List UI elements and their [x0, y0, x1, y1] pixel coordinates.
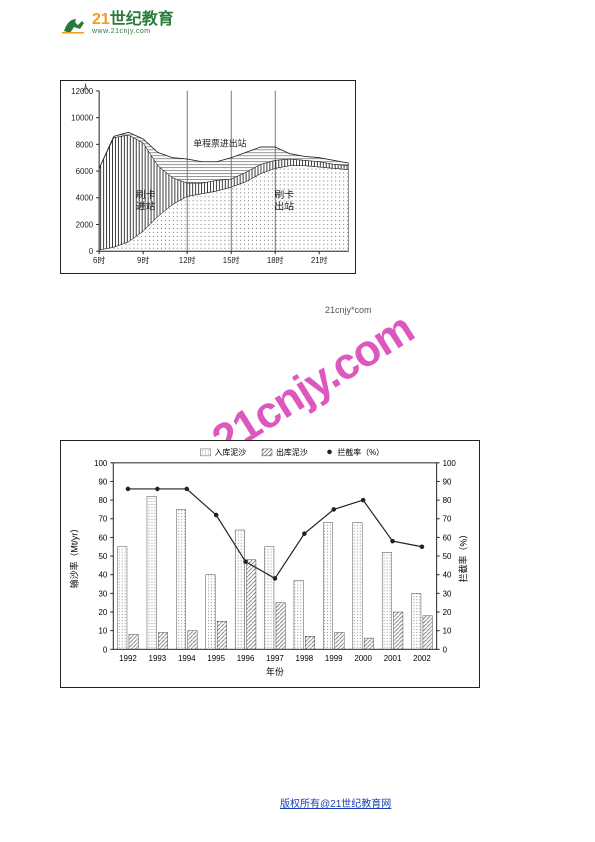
- svg-text:1995: 1995: [207, 654, 225, 663]
- svg-text:2000: 2000: [76, 220, 94, 229]
- svg-text:1992: 1992: [119, 654, 137, 663]
- svg-text:50: 50: [99, 552, 108, 561]
- svg-text:6时: 6时: [93, 255, 105, 265]
- svg-text:9时: 9时: [137, 255, 149, 265]
- svg-text:30: 30: [443, 589, 452, 598]
- svg-text:100: 100: [94, 459, 108, 468]
- svg-text:12时: 12时: [179, 255, 196, 265]
- svg-text:18时: 18时: [267, 255, 284, 265]
- svg-text:20: 20: [99, 608, 108, 617]
- svg-text:拦截率（%）: 拦截率（%）: [457, 530, 468, 582]
- svg-text:70: 70: [443, 515, 452, 524]
- svg-text:6000: 6000: [76, 167, 94, 176]
- svg-text:80: 80: [99, 496, 108, 505]
- svg-text:40: 40: [99, 571, 108, 580]
- chart-sediment: 0 0 10 10 20 20 30 30 40 40 50 50 60 60 70 70 80 80 90 90 10…: [60, 440, 480, 688]
- svg-text:1997: 1997: [266, 654, 284, 663]
- svg-text:1998: 1998: [296, 654, 314, 663]
- svg-text:60: 60: [443, 533, 452, 542]
- svg-text:60: 60: [99, 533, 108, 542]
- svg-text:1993: 1993: [149, 654, 167, 663]
- chart-passenger-flow: 020004000600080001000012000人6时9时12时15时18…: [60, 80, 356, 274]
- svg-text:100: 100: [443, 459, 457, 468]
- runner-icon: [60, 13, 88, 35]
- svg-text:2000: 2000: [354, 654, 372, 663]
- svg-text:年份: 年份: [266, 666, 284, 677]
- svg-text:拦截率（%）: 拦截率（%）: [337, 447, 384, 457]
- watermark-small: 21cnjy*com: [325, 305, 372, 315]
- logo-text: 21世纪教育: [92, 12, 174, 28]
- svg-text:10000: 10000: [71, 114, 94, 123]
- svg-text:1996: 1996: [237, 654, 255, 663]
- svg-text:10: 10: [99, 627, 108, 636]
- svg-text:90: 90: [443, 477, 452, 486]
- svg-text:10: 10: [443, 627, 452, 636]
- svg-text:21时: 21时: [311, 255, 328, 265]
- svg-text:输沙率（Mt/yr）: 输沙率（Mt/yr）: [69, 524, 80, 588]
- svg-text:刷卡: 刷卡: [274, 188, 294, 201]
- svg-text:15时: 15时: [223, 255, 240, 265]
- svg-text:1994: 1994: [178, 654, 196, 663]
- svg-text:人: 人: [81, 83, 90, 93]
- svg-text:2001: 2001: [384, 654, 402, 663]
- svg-text:20: 20: [443, 608, 452, 617]
- svg-text:30: 30: [99, 589, 108, 598]
- svg-text:0: 0: [103, 645, 108, 654]
- svg-text:80: 80: [443, 496, 452, 505]
- svg-text:0: 0: [443, 645, 448, 654]
- site-logo: 21世纪教育 www.21cnjy.com: [60, 12, 174, 35]
- svg-text:进站: 进站: [136, 200, 156, 213]
- svg-text:70: 70: [99, 515, 108, 524]
- svg-text:单程票进出站: 单程票进出站: [193, 137, 246, 148]
- chart2-svg: 0 0 10 10 20 20 30 30 40 40 50 50 60 60 70 70 80 80 90 90 10…: [61, 441, 479, 687]
- svg-text:1999: 1999: [325, 654, 343, 663]
- logo-url: www.21cnjy.com: [92, 28, 174, 35]
- svg-text:出库泥沙: 出库泥沙: [276, 447, 308, 457]
- svg-text:出站: 出站: [274, 200, 294, 213]
- svg-text:入库泥沙: 入库泥沙: [214, 447, 246, 457]
- svg-text:40: 40: [443, 571, 452, 580]
- svg-text:8000: 8000: [76, 140, 94, 149]
- chart1-svg: 020004000600080001000012000人6时9时12时15时18…: [61, 81, 355, 273]
- svg-text:90: 90: [99, 477, 108, 486]
- svg-text:刷卡: 刷卡: [136, 188, 156, 201]
- footer-copyright: 版权所有@21世纪教育网: [280, 795, 391, 810]
- svg-text:2002: 2002: [413, 654, 431, 663]
- svg-text:0: 0: [89, 247, 94, 256]
- svg-text:50: 50: [443, 552, 452, 561]
- svg-text:4000: 4000: [76, 194, 94, 203]
